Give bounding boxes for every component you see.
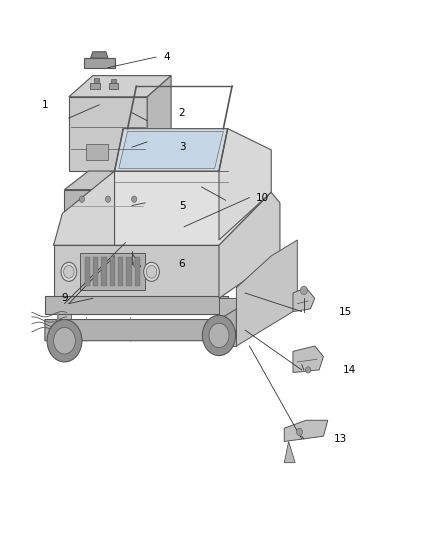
Text: 4: 4: [163, 52, 170, 62]
Text: 9: 9: [61, 293, 68, 303]
Circle shape: [79, 196, 85, 203]
Bar: [102, 257, 107, 286]
Polygon shape: [45, 296, 228, 314]
Polygon shape: [119, 131, 223, 168]
Polygon shape: [219, 298, 237, 346]
Bar: [126, 257, 131, 286]
Bar: [134, 257, 140, 286]
Circle shape: [64, 265, 74, 278]
Text: 3: 3: [179, 142, 185, 152]
Bar: [118, 257, 123, 286]
Bar: [80, 253, 145, 290]
Polygon shape: [53, 171, 271, 245]
Polygon shape: [53, 171, 115, 245]
Polygon shape: [123, 245, 162, 256]
Circle shape: [209, 323, 229, 348]
Polygon shape: [115, 128, 228, 171]
Polygon shape: [58, 304, 71, 333]
Polygon shape: [219, 192, 280, 298]
Polygon shape: [69, 97, 147, 171]
Circle shape: [131, 196, 137, 203]
Circle shape: [146, 265, 157, 278]
Bar: [94, 78, 99, 83]
Circle shape: [53, 327, 75, 354]
Bar: [93, 257, 99, 286]
Text: 2: 2: [179, 108, 185, 118]
Bar: [86, 144, 108, 160]
Polygon shape: [237, 240, 297, 346]
Circle shape: [306, 367, 311, 373]
Text: 13: 13: [334, 434, 347, 444]
Polygon shape: [91, 52, 108, 58]
Circle shape: [144, 262, 159, 281]
Polygon shape: [293, 288, 315, 312]
Circle shape: [68, 273, 74, 281]
Bar: [109, 83, 118, 89]
Circle shape: [47, 319, 82, 362]
Polygon shape: [62, 235, 149, 288]
Polygon shape: [45, 309, 237, 341]
Polygon shape: [64, 171, 171, 190]
Text: 15: 15: [339, 306, 352, 317]
Bar: [111, 79, 116, 83]
Bar: [89, 83, 100, 89]
Polygon shape: [53, 245, 219, 298]
Polygon shape: [147, 76, 171, 171]
Circle shape: [297, 428, 303, 435]
Polygon shape: [64, 190, 147, 221]
Polygon shape: [284, 441, 295, 463]
Bar: [85, 257, 90, 286]
Circle shape: [106, 196, 111, 203]
Polygon shape: [84, 58, 115, 68]
Polygon shape: [293, 346, 323, 373]
Polygon shape: [69, 76, 171, 97]
Text: 6: 6: [179, 259, 185, 269]
Circle shape: [300, 286, 307, 295]
Text: 10: 10: [256, 192, 269, 203]
Text: 5: 5: [179, 200, 185, 211]
Polygon shape: [147, 171, 171, 221]
Circle shape: [202, 316, 236, 356]
Polygon shape: [219, 128, 271, 240]
Circle shape: [61, 262, 77, 281]
Circle shape: [133, 260, 139, 268]
Polygon shape: [284, 420, 328, 441]
Text: 1: 1: [42, 100, 48, 110]
Bar: [110, 257, 115, 286]
Text: 14: 14: [343, 365, 356, 375]
